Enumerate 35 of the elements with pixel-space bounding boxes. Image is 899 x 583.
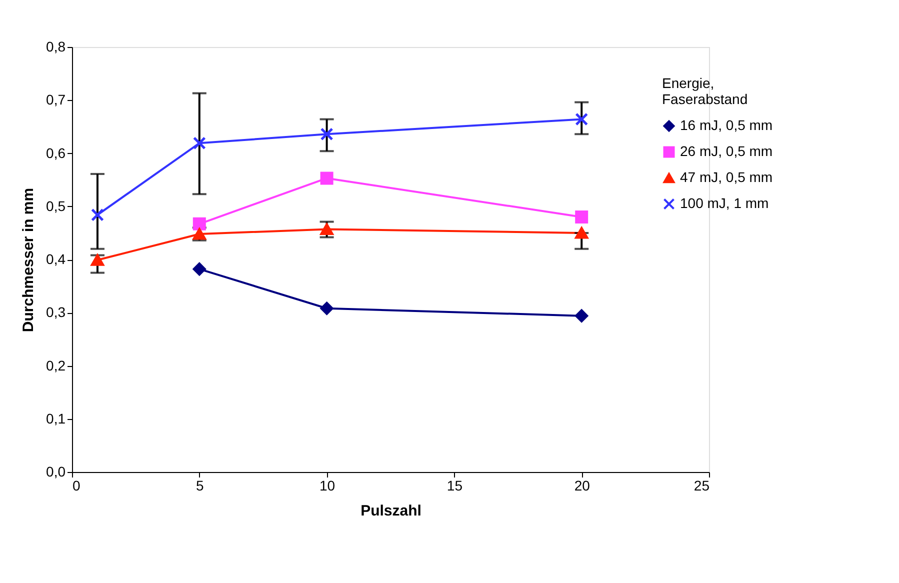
- legend-label: 47 mJ, 0,5 mm: [680, 169, 773, 185]
- y-tick-label: 0,2: [46, 357, 66, 374]
- point: [575, 227, 588, 239]
- point: [192, 262, 206, 276]
- legend-label: 26 mJ, 0,5 mm: [680, 143, 773, 159]
- point: [320, 223, 334, 236]
- y-tick-label: 0,4: [46, 251, 66, 267]
- x-axis-title: Pulszahl: [360, 502, 422, 520]
- point: [575, 112, 588, 126]
- x-tick-label: 15: [446, 478, 463, 494]
- legend-label: 100 mJ, 1 mm: [680, 195, 769, 211]
- y-tick-label: 0,3: [46, 304, 66, 320]
- legend-title: Energie, Faserabstand: [662, 75, 748, 107]
- y-tick-label: 0,7: [46, 92, 66, 108]
- x-tick-label: 20: [574, 478, 590, 494]
- y-tick-label: 0,8: [46, 38, 66, 54]
- y-axis-title: Durchmesser in mm: [20, 188, 38, 332]
- point: [320, 172, 334, 185]
- point: [320, 302, 334, 315]
- x-tick-label: 10: [320, 478, 336, 494]
- point: [575, 309, 588, 322]
- point: [192, 136, 206, 150]
- y-tick-label: 0,5: [46, 198, 66, 214]
- x-tick-label: 0: [72, 478, 80, 494]
- point: [90, 208, 104, 222]
- x-tick-label: 25: [694, 478, 710, 494]
- y-tick-label: 0,1: [46, 410, 66, 426]
- y-tick-label: 0,6: [46, 144, 66, 161]
- point: [575, 210, 588, 224]
- x-tick-label: 5: [196, 478, 204, 494]
- point: [192, 217, 206, 230]
- legend-label: 16 mJ, 0,5 mm: [680, 117, 773, 133]
- y-tick-label: 0,0: [46, 464, 66, 480]
- point: [320, 128, 334, 141]
- point: [90, 254, 104, 266]
